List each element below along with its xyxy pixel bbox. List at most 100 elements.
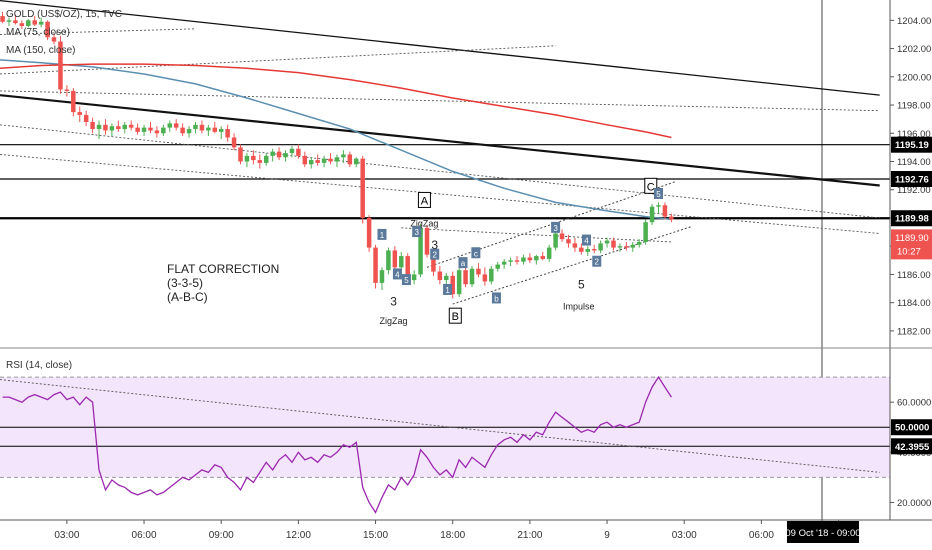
candle-body — [212, 127, 218, 132]
candle-body — [662, 205, 668, 217]
candle-body — [206, 127, 211, 131]
candle-body — [19, 23, 25, 26]
candle-body — [135, 127, 140, 132]
candle-body — [643, 222, 648, 242]
candle-body — [469, 268, 475, 285]
time-tick-label: 06:00 — [132, 530, 157, 541]
candle-body — [527, 257, 533, 261]
rsi-legend[interactable]: RSI (14, close) — [6, 360, 73, 371]
trendline — [0, 90, 880, 112]
sub-wave-box — [471, 247, 481, 259]
candle-body — [405, 256, 410, 281]
candle-body — [411, 274, 417, 281]
price-tick-label: 1200.00 — [897, 72, 931, 83]
candle-body — [276, 151, 282, 158]
price-tick-label: 1194.00 — [897, 157, 931, 168]
candle-body — [302, 155, 308, 165]
candle-body — [193, 124, 198, 130]
candle-body — [199, 124, 205, 131]
sub-wave-label: c — [474, 249, 478, 258]
sub-wave-box — [401, 274, 411, 286]
candle-body — [167, 123, 173, 128]
candle-body — [450, 275, 455, 295]
candle-body — [437, 271, 443, 281]
candle-body — [431, 254, 436, 272]
candle-body — [161, 127, 166, 134]
price-badges: 1195.19 1192.76 1189.98 1189.90 10:27 50.0000… — [891, 136, 932, 455]
wave-a-label-box — [417, 191, 431, 208]
ma150-legend[interactable]: MA (150, close) — [6, 45, 76, 56]
sub-wave-box — [377, 228, 387, 240]
candle-body — [321, 158, 327, 163]
candle-body — [649, 206, 655, 223]
level-badge-3: 1189.98 — [895, 214, 929, 225]
rsi-current-badge-bg — [891, 438, 932, 455]
candle-body — [604, 240, 610, 244]
candle-body — [96, 124, 102, 130]
flat-correction-waves: (A-B-C) — [167, 290, 208, 304]
candle-body — [83, 114, 89, 122]
candle-body — [334, 157, 340, 162]
candle-body — [521, 257, 526, 262]
level-badge-1: 1195.19 — [895, 140, 929, 151]
time-tick-label: 03:00 — [672, 530, 697, 541]
candle-body — [257, 160, 263, 163]
candle-body — [360, 158, 365, 218]
candle-body — [495, 264, 500, 269]
sub-wave-label: 2 — [432, 251, 437, 260]
ma75-legend[interactable]: MA (75, close) — [6, 27, 70, 38]
cursor-time-label: 09 Oct '18 - 09:00 — [785, 528, 860, 539]
symbol-legend[interactable]: GOLD (US$/OZ), 15, TVC — [6, 9, 122, 20]
wave-b-label: B — [452, 311, 459, 323]
candle-body — [386, 250, 391, 271]
candle-body — [591, 249, 597, 251]
candle-body — [489, 268, 494, 282]
price-tick-label: 1186.00 — [897, 270, 931, 281]
trendline — [401, 227, 672, 243]
price-tick-label: 1182.00 — [897, 326, 931, 337]
sub-wave-label: 3 — [414, 228, 419, 237]
wave-a-label: A — [421, 195, 429, 207]
candle-body — [617, 246, 623, 248]
candle-body — [218, 129, 224, 132]
candle-body — [180, 127, 185, 134]
zigzag-lower-label: ZigZag — [380, 316, 408, 326]
candle-body — [244, 155, 250, 162]
last-price-badge: 1189.90 — [895, 233, 929, 244]
last-price-badge-bg — [891, 229, 932, 260]
rsi-mid-badge: 50.0000 — [895, 423, 929, 434]
sub-wave-box — [443, 283, 453, 295]
level-badge-1-bg — [891, 136, 932, 153]
candle-body — [122, 124, 128, 130]
candle-body — [45, 21, 50, 38]
rsi-current-badge: 42.3955 — [895, 442, 930, 453]
candle-body — [109, 126, 115, 131]
candle-body — [572, 243, 578, 248]
sub-wave-box — [430, 248, 440, 260]
candle-body — [508, 260, 513, 262]
candle-body — [26, 20, 31, 26]
candle-body — [128, 124, 134, 128]
candle-body — [669, 216, 674, 220]
horizontal-levels — [0, 144, 890, 220]
candle-body — [656, 205, 661, 207]
sub-wave-label: 1 — [380, 231, 385, 240]
time-tick-label: 21:00 — [517, 530, 542, 541]
level-badge-2-bg — [891, 171, 932, 188]
candle-body — [354, 158, 359, 165]
time-tick-label: 18:00 — [440, 530, 465, 541]
candle-body — [598, 243, 603, 251]
time-tick-label: 9 — [604, 530, 610, 541]
time-tick-label: 06:00 — [749, 530, 774, 541]
wave-b-label-box — [448, 307, 462, 324]
countdown-badge: 10:27 — [897, 246, 921, 257]
candle-body — [424, 227, 430, 255]
candle-body — [392, 250, 398, 268]
candle-body — [308, 160, 314, 165]
sub-wave-label: 4 — [584, 237, 589, 246]
sub-wave-label: 5 — [656, 190, 661, 199]
wave-count-three-lower: 3 — [390, 294, 397, 308]
sub-wave-box — [392, 268, 402, 280]
